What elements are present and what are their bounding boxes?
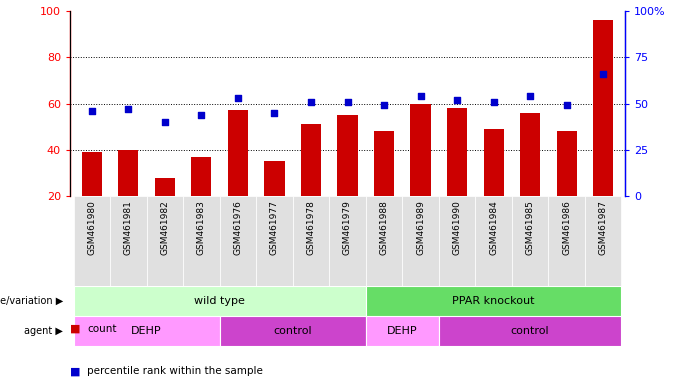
Bar (447, 108, 467, 196)
Point (598, 71, 609, 77)
Text: GSM461979: GSM461979 (343, 200, 352, 255)
Point (269, 110, 280, 116)
Point (561, 102, 572, 108)
Bar (292, 196, 329, 286)
Point (525, 93, 536, 99)
Text: percentile rank within the sample: percentile rank within the sample (87, 366, 263, 376)
Text: GSM461983: GSM461983 (197, 200, 206, 255)
Bar (512, 196, 548, 286)
Bar (265, 161, 284, 196)
Text: GSM461978: GSM461978 (307, 200, 316, 255)
Text: count: count (87, 324, 116, 334)
Bar (147, 196, 183, 286)
Text: GSM461990: GSM461990 (452, 200, 462, 255)
Text: GSM461989: GSM461989 (416, 200, 425, 255)
Text: GSM461988: GSM461988 (379, 200, 388, 255)
Text: GSM461985: GSM461985 (526, 200, 534, 255)
Bar (220, 196, 256, 286)
Text: GSM461984: GSM461984 (489, 200, 498, 255)
Bar (183, 196, 220, 286)
Text: DEHP: DEHP (131, 326, 162, 336)
Bar (411, 104, 430, 196)
Text: GSM461986: GSM461986 (562, 200, 571, 255)
Bar (110, 196, 147, 286)
Text: control: control (511, 326, 549, 336)
Text: ■: ■ (70, 366, 84, 376)
Bar (256, 196, 292, 286)
Point (233, 95, 243, 101)
Bar (475, 196, 512, 286)
Point (123, 106, 134, 112)
Text: GSM461982: GSM461982 (160, 200, 169, 255)
Point (415, 93, 426, 99)
Bar (366, 286, 622, 316)
Bar (155, 177, 175, 196)
Bar (403, 196, 439, 286)
Bar (337, 115, 358, 196)
Text: DEHP: DEHP (387, 326, 418, 336)
Bar (585, 196, 622, 286)
Text: GSM461977: GSM461977 (270, 200, 279, 255)
Bar (520, 113, 540, 196)
Bar (329, 196, 366, 286)
Bar (483, 129, 504, 196)
Bar (374, 131, 394, 196)
Text: genotype/variation ▶: genotype/variation ▶ (0, 296, 63, 306)
Bar (191, 157, 211, 196)
Point (342, 99, 353, 105)
Point (305, 99, 316, 105)
Bar (439, 316, 622, 346)
Point (160, 119, 171, 125)
Point (86, 108, 97, 114)
Point (488, 99, 499, 105)
Point (196, 111, 207, 118)
Text: PPAR knockout: PPAR knockout (452, 296, 534, 306)
Bar (439, 196, 475, 286)
Point (379, 102, 390, 108)
Bar (73, 286, 366, 316)
Bar (118, 150, 139, 196)
Text: GSM461976: GSM461976 (233, 200, 243, 255)
Bar (73, 316, 220, 346)
Bar (82, 152, 102, 196)
Bar (366, 196, 403, 286)
Bar (220, 316, 366, 346)
Text: wild type: wild type (194, 296, 245, 306)
Bar (556, 131, 577, 196)
Bar (73, 196, 110, 286)
Bar (301, 124, 321, 196)
Point (452, 97, 462, 103)
Text: control: control (273, 326, 312, 336)
Bar (593, 20, 613, 196)
Text: GSM461980: GSM461980 (88, 200, 97, 255)
Text: GSM461981: GSM461981 (124, 200, 133, 255)
Text: ■: ■ (70, 324, 84, 334)
Bar (548, 196, 585, 286)
Text: agent ▶: agent ▶ (24, 326, 63, 336)
Bar (366, 316, 439, 346)
Bar (228, 111, 248, 196)
Text: GSM461987: GSM461987 (598, 200, 608, 255)
